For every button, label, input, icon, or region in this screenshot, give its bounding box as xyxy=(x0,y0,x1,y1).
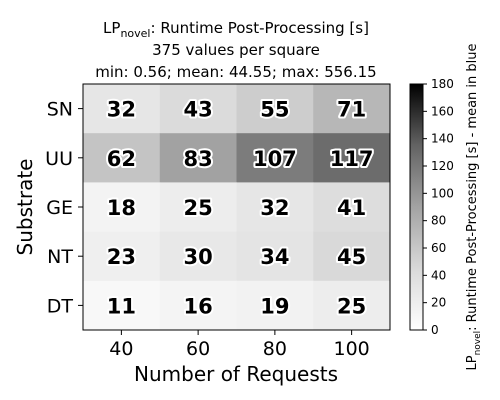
cell-value-label: 62 xyxy=(107,147,136,171)
y-tick-label: DT xyxy=(47,295,74,317)
colorbar-tick-label: 20 xyxy=(431,296,446,310)
heatmap-cell xyxy=(313,133,391,183)
heatmap-cell xyxy=(83,84,161,134)
cell-value-label: 25 xyxy=(184,196,213,220)
y-axis-label: Substrate xyxy=(13,159,37,256)
cell-value-label: 41 xyxy=(337,196,366,220)
x-tick-label: 40 xyxy=(109,338,133,360)
heatmap-cell xyxy=(236,231,314,282)
cell-value-label: 55 xyxy=(260,98,289,122)
colorbar-tick-label: 120 xyxy=(431,159,454,173)
cell-value-label: 107 xyxy=(253,147,297,171)
cell-value-label: 71 xyxy=(337,98,366,122)
colorbar-label: LPnovel: Runtime Post-Processing [s] - m… xyxy=(465,43,483,370)
colorbar-tick-label: 80 xyxy=(431,214,446,228)
cell-value-label: 11 xyxy=(107,294,136,318)
cell-value-label: 19 xyxy=(260,294,289,318)
heatmap-cell xyxy=(159,84,237,134)
colorbar-tick-label: 0 xyxy=(431,323,439,337)
colorbar xyxy=(409,83,424,331)
heatmap-cell xyxy=(236,182,314,233)
x-tick-label: 60 xyxy=(186,338,210,360)
y-axis-ticks: SN UU GE NT DT xyxy=(45,99,83,317)
cell-value-label: 23 xyxy=(107,245,136,269)
x-tick-label: 100 xyxy=(333,338,369,360)
heatmap-cell xyxy=(236,84,314,134)
cell-value-label: 117 xyxy=(330,147,374,171)
x-axis-ticks: 40 60 80 100 xyxy=(109,330,370,360)
y-tick-label: GE xyxy=(46,197,73,219)
heatmap-cell xyxy=(83,133,161,183)
y-tick-label: SN xyxy=(47,99,73,121)
heatmap-cell xyxy=(236,133,314,183)
cell-value-label: 34 xyxy=(260,245,289,269)
heatmap-cell xyxy=(83,280,161,331)
x-tick-label: 80 xyxy=(263,338,287,360)
x-axis-label: Number of Requests xyxy=(134,362,338,386)
y-tick-label: NT xyxy=(47,246,73,268)
cell-value-label: 32 xyxy=(260,196,289,220)
heatmap-cell xyxy=(313,84,391,134)
heatmap-cell xyxy=(159,133,237,183)
colorbar-ticks: 0 20 40 60 80 100 120 140 160 180 xyxy=(423,77,454,337)
chart-title-line2: 375 values per square xyxy=(152,41,320,59)
colorbar-tick-label: 40 xyxy=(431,268,446,282)
colorbar-tick-label: 100 xyxy=(431,186,454,200)
cell-value-label: 45 xyxy=(337,245,366,269)
heatmap-cell xyxy=(83,182,161,233)
cell-value-label: 30 xyxy=(184,245,213,269)
heatmap-cells: 32 43 55 71 62 83 107 117 18 25 32 41 23 30 34 45 11 16 19… xyxy=(83,84,391,331)
cell-value-label: 16 xyxy=(184,294,213,318)
heatmap-cell xyxy=(236,280,314,331)
cell-value-label: 32 xyxy=(107,98,136,122)
heatmap-cell xyxy=(83,231,161,282)
cell-value-label: 83 xyxy=(184,147,213,171)
heatmap-cell xyxy=(159,280,237,331)
colorbar-tick-label: 180 xyxy=(431,77,454,91)
heatmap-cell xyxy=(159,182,237,233)
heatmap-cell xyxy=(313,231,391,282)
chart-title-line3: min: 0.56; mean: 44.55; max: 556.15 xyxy=(95,63,376,81)
heatmap-cell xyxy=(313,182,391,233)
heatmap-cell xyxy=(159,231,237,282)
chart-title-line1: LPnovel: Runtime Post-Processing [s] xyxy=(103,19,369,40)
cell-value-label: 25 xyxy=(337,294,366,318)
cell-value-label: 43 xyxy=(184,98,213,122)
cell-value-label: 18 xyxy=(107,196,136,220)
colorbar-tick-label: 60 xyxy=(431,241,446,255)
heatmap-cell xyxy=(313,280,391,331)
y-tick-label: UU xyxy=(45,148,73,170)
colorbar-tick-label: 140 xyxy=(431,132,454,146)
colorbar-tick-label: 160 xyxy=(431,104,454,118)
